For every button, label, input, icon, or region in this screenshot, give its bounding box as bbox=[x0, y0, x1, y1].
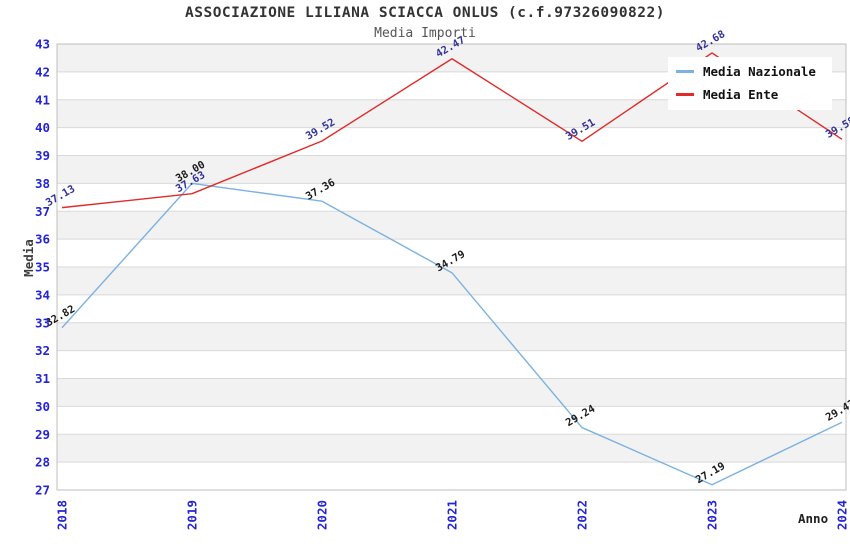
grid-band bbox=[57, 211, 846, 240]
y-tick-label: 34 bbox=[35, 287, 50, 302]
x-tick-label: 2023 bbox=[705, 500, 720, 530]
y-tick-label: 42 bbox=[35, 64, 50, 79]
x-tick-label: 2020 bbox=[315, 500, 330, 530]
series-line-media-nazionale bbox=[61, 182, 843, 486]
y-tick-label: 43 bbox=[35, 37, 50, 52]
y-tick-label: 35 bbox=[35, 260, 50, 275]
y-tick-label: 36 bbox=[35, 232, 50, 247]
grid-band bbox=[57, 267, 846, 295]
series-line-media-ente bbox=[61, 52, 843, 209]
y-tick-label: 41 bbox=[35, 92, 50, 107]
y-tick-label: 33 bbox=[35, 315, 50, 330]
y-tick-label: 40 bbox=[35, 120, 50, 135]
legend-label-media-nazionale: Media Nazionale bbox=[703, 64, 816, 79]
grid-band bbox=[57, 155, 846, 184]
x-tick-label: 2021 bbox=[445, 500, 460, 530]
x-axis-label: Anno bbox=[798, 511, 829, 526]
y-tick-label: 37 bbox=[35, 204, 50, 219]
grid-band bbox=[57, 322, 846, 351]
grid-band bbox=[57, 434, 846, 463]
y-tick-label: 30 bbox=[35, 399, 50, 414]
chart-title: ASSOCIAZIONE LILIANA SCIACCA ONLUS (c.f.… bbox=[185, 5, 665, 21]
x-tick-label: 2024 bbox=[835, 500, 850, 530]
y-tick-label: 32 bbox=[35, 343, 50, 358]
x-tick-label: 2018 bbox=[55, 500, 70, 530]
y-tick-label: 39 bbox=[35, 148, 50, 163]
y-tick-label: 28 bbox=[35, 455, 50, 470]
x-tick-label: 2019 bbox=[185, 500, 200, 530]
legend-item-media-ente: Media Ente bbox=[676, 87, 826, 102]
media-ente-line-swatch bbox=[676, 93, 694, 96]
y-tick-label: 38 bbox=[35, 176, 50, 191]
media-nazionale-line-swatch bbox=[676, 70, 694, 73]
legend: Media Nazionale Media Ente bbox=[668, 57, 832, 110]
plot-border bbox=[56, 43, 847, 491]
chart-subtitle: Media Importi bbox=[374, 26, 476, 41]
x-tick-label: 2022 bbox=[575, 500, 590, 530]
y-tick-label: 29 bbox=[35, 427, 50, 442]
y-tick-label: 31 bbox=[35, 371, 50, 386]
y-tick-label: 27 bbox=[35, 483, 50, 498]
legend-label-media-ente: Media Ente bbox=[703, 87, 779, 102]
legend-item-media-nazionale: Media Nazionale bbox=[676, 64, 826, 79]
grid-band bbox=[57, 378, 846, 407]
y-axis-label: Media bbox=[21, 239, 36, 277]
